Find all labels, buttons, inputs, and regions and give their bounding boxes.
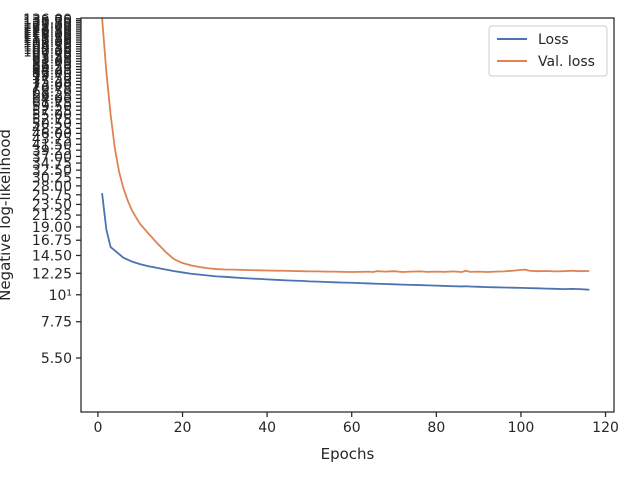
y-tick-label: 34.75 xyxy=(32,156,72,172)
y-tick-label: 19.00 xyxy=(32,220,72,236)
x-tick-label: 120 xyxy=(592,420,619,436)
y-tick-label: 5.50 xyxy=(41,351,72,367)
y-tick-label: 70.75 xyxy=(32,81,72,97)
y-tick-label: 32.50 xyxy=(32,163,72,179)
x-tick-label: 100 xyxy=(508,420,535,436)
y-tick-label: 82.00 xyxy=(32,65,72,81)
y-tick-label: 30.25 xyxy=(32,171,72,187)
y-tick-label: 113.50 xyxy=(23,31,72,47)
y-tick-label: 28.00 xyxy=(32,179,72,195)
legend-label-loss: Loss xyxy=(538,32,569,48)
y-tick-label: 41.50 xyxy=(32,137,72,153)
y-tick-label: 122.50 xyxy=(23,23,72,39)
y-tick-label: 115.75 xyxy=(23,29,72,45)
y-tick-label: 55.00 xyxy=(32,108,72,124)
y-tick-label: 21.25 xyxy=(32,208,72,224)
y-tick-label: 16.75 xyxy=(32,233,72,249)
y-tick-label: 50.50 xyxy=(32,117,72,133)
y-tick-label: 23.50 xyxy=(32,197,72,213)
y-tick-label: 102.25 xyxy=(23,42,72,58)
x-tick-label: 20 xyxy=(174,420,192,436)
y-tick-label: 64.00 xyxy=(32,91,72,107)
y-tick-label: 68.50 xyxy=(32,84,72,100)
y-tick-label: 86.50 xyxy=(32,60,72,76)
y-tick-label: 10¹ xyxy=(49,288,72,304)
y-tick-label: 104.50 xyxy=(23,40,72,56)
y-tick-label: 52.75 xyxy=(32,112,72,128)
legend: Loss Val. loss xyxy=(488,25,608,77)
y-tick-label: 57.25 xyxy=(32,103,72,119)
y-tick-label: 39.25 xyxy=(32,143,72,159)
y-tick-label: 14.50 xyxy=(32,248,72,264)
series-line-loss xyxy=(101,192,590,291)
series-line-val-loss xyxy=(101,17,590,273)
y-tick-label: 46.00 xyxy=(32,126,72,142)
y-tick-label: 37.00 xyxy=(32,149,72,165)
y-tick-label: 124.75 xyxy=(23,21,72,37)
y-tick-label: 131.50 xyxy=(23,15,72,31)
y-axis-ticks: 5.50 7.75 10¹ 12.25 14.5016.7519.0021.2523.5… xyxy=(23,12,81,367)
y-tick-label: 127.00 xyxy=(23,19,72,35)
y-tick-label: 95.50 xyxy=(32,49,72,65)
x-tick-label: 40 xyxy=(258,420,276,436)
y-tick-label: 59.50 xyxy=(32,99,72,115)
y-tick-label: 109.00 xyxy=(23,35,72,51)
y-tick-label: 12.25 xyxy=(32,266,72,282)
plot-frame xyxy=(80,17,615,413)
y-tick-label: 133.75 xyxy=(23,14,72,30)
y-tick-label: 73.00 xyxy=(32,78,72,94)
y-tick-label: 120.25 xyxy=(23,25,72,41)
y-tick-label: 7.75 xyxy=(41,315,72,331)
y-tick-label: 66.25 xyxy=(32,88,72,104)
y-tick-label: 97.75 xyxy=(32,47,72,63)
x-tick-label: 0 xyxy=(93,420,102,436)
y-tick-label: 93.25 xyxy=(32,52,72,68)
legend-label-val-loss: Val. loss xyxy=(538,54,595,70)
y-tick-label: 111.25 xyxy=(23,33,72,49)
y-tick-label: 61.75 xyxy=(32,95,72,111)
y-tick-label: 75.25 xyxy=(32,74,72,90)
x-tick-label: 60 xyxy=(343,420,361,436)
y-tick-label: 84.25 xyxy=(32,62,72,78)
y-tick-label: 91.00 xyxy=(32,54,72,70)
x-tick-label: 80 xyxy=(427,420,445,436)
y-tick-label: 100.00 xyxy=(23,44,72,60)
y-tick-label: 77.50 xyxy=(32,71,72,87)
x-axis-ticks: 0 20 40 60 80 100 120 xyxy=(93,412,619,436)
y-tick-label: 118.00 xyxy=(23,27,72,43)
series-layer xyxy=(101,17,590,291)
y-tick-label: 48.25 xyxy=(32,121,72,137)
y-tick-label: 25.75 xyxy=(32,188,72,204)
y-axis-label: Negative log-likelihood xyxy=(0,129,14,301)
y-tick-label: 129.25 xyxy=(23,17,72,33)
y-tick-label: 43.75 xyxy=(32,132,72,148)
y-tick-label: 106.75 xyxy=(23,37,72,53)
x-axis-label: Epochs xyxy=(321,445,375,463)
y-tick-label: 79.75 xyxy=(32,68,72,84)
y-tick-label: 136.00 xyxy=(23,12,72,28)
y-tick-label: 88.75 xyxy=(32,57,72,73)
